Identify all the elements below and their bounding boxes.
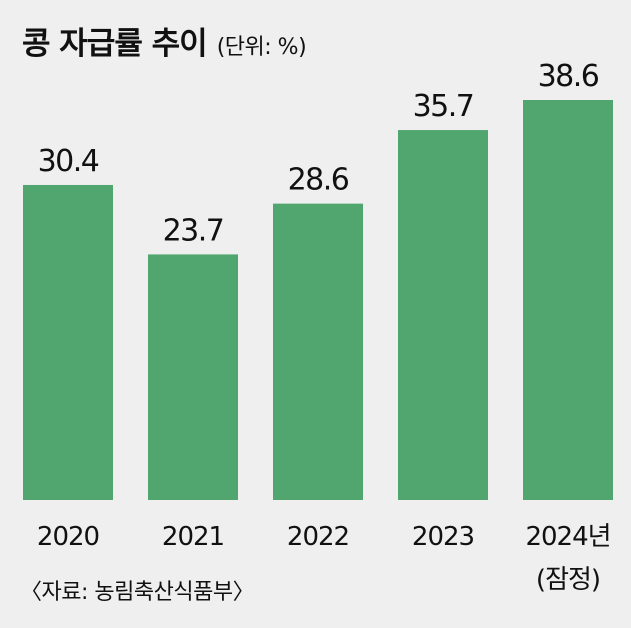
bar-2023 (398, 130, 488, 500)
category-label-2024년: 2024년 (525, 522, 610, 552)
chart-header: 콩 자급률 추이 (단위: %) (22, 18, 307, 68)
value-label-2024년: 38.6 (538, 59, 599, 94)
value-label-2020: 30.4 (38, 144, 99, 179)
bar-2021 (148, 254, 238, 500)
bar-2024년 (523, 100, 613, 500)
category-note-2024년: (잠정) (536, 565, 600, 595)
chart-title: 콩 자급률 추이 (22, 26, 208, 62)
category-label-2023: 2023 (412, 522, 474, 552)
category-label-2020: 2020 (37, 522, 99, 552)
value-label-2023: 35.7 (413, 89, 474, 124)
source-note: 〈자료: 농림축산식품부〉 (20, 580, 255, 605)
bar-2020 (23, 184, 113, 500)
value-label-2021: 23.7 (163, 213, 224, 248)
bar-2022 (273, 203, 363, 500)
chart-unit: (단위: %) (216, 35, 307, 60)
category-label-2022: 2022 (287, 522, 349, 552)
category-label-2021: 2021 (162, 522, 224, 552)
value-label-2022: 28.6 (288, 163, 349, 198)
